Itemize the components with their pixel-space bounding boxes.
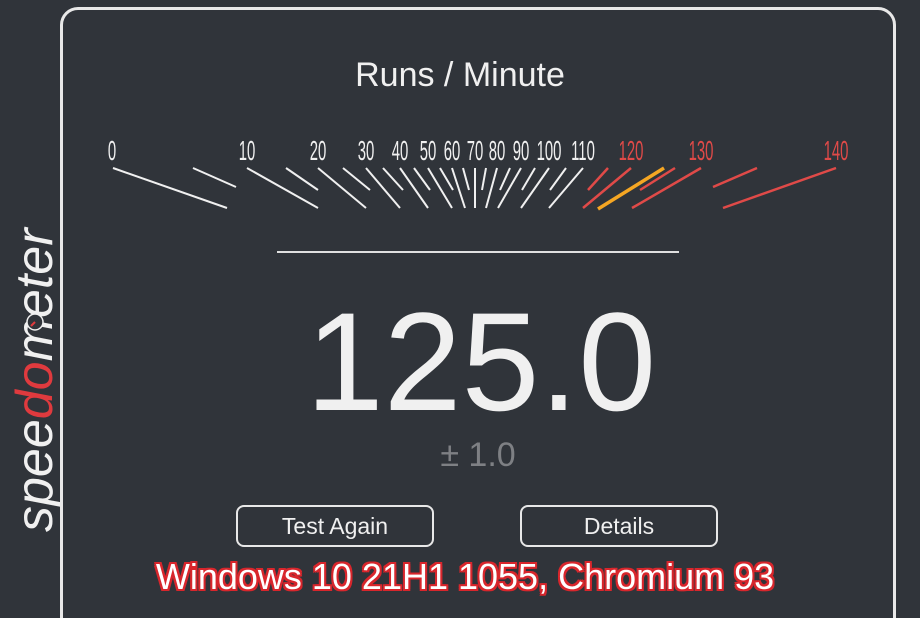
gauge-needle	[597, 166, 665, 211]
gauge-tick-label: 80	[489, 135, 506, 166]
gauge-tick	[317, 167, 367, 209]
svg-text:speedometer: speedometer	[6, 226, 60, 532]
gauge-danger-tick	[587, 167, 609, 191]
gauge-tick-label: 60	[444, 135, 461, 166]
gauge-tick	[549, 167, 567, 191]
gauge-tick-label: 30	[358, 135, 375, 166]
speedometer-logo: speedometer	[0, 0, 60, 618]
gauge-tick	[548, 167, 584, 209]
gauge-tick-label: 50	[420, 135, 437, 166]
gauge-danger-tick	[639, 166, 676, 192]
gauge-tick-label: 70	[467, 135, 484, 166]
gauge-tick	[462, 167, 470, 191]
logo-text-prefix: spee	[6, 419, 60, 532]
gauge-tick-label: 120	[619, 135, 644, 166]
gauge-tick	[451, 167, 466, 209]
gauge-tick-label: 100	[537, 135, 562, 166]
gauge-tick	[481, 167, 487, 191]
gauge-tick	[112, 167, 228, 209]
gauge-tick-label: 90	[513, 135, 530, 166]
gauge-tick	[365, 167, 401, 209]
gauge-tick	[413, 167, 431, 191]
logo-graphic: speedometer	[6, 226, 60, 532]
gauge-tick-label: 10	[239, 135, 256, 166]
score-value: 125.0	[305, 283, 657, 440]
gauge-tick	[382, 167, 404, 191]
gauge-danger-tick	[631, 166, 702, 210]
speed-gauge: 0 10 20 30 40 50 60 70 80 90 100 110 120 130 140	[108, 135, 849, 211]
gauge-tick-label: 140	[824, 135, 849, 166]
logo-text-suffix: meter	[6, 226, 60, 362]
speedometer-icon	[26, 313, 44, 331]
gauge-tick-label: 110	[571, 135, 595, 166]
gauge-tick-label: 0	[108, 135, 116, 166]
gauge-tick	[520, 167, 550, 209]
gauge-tick	[246, 167, 319, 209]
gauge-tick	[499, 167, 511, 191]
gauge-tick-label: 40	[392, 135, 409, 166]
system-caption: Windows 10 21H1 1055, Chromium 93	[155, 556, 775, 597]
gauge-tick	[192, 167, 237, 188]
gauge-tick	[285, 167, 319, 191]
gauge-tick	[399, 167, 429, 209]
gauge-tick-label: 20	[310, 135, 327, 166]
results-panel	[60, 7, 896, 618]
logo-text-highlight: do	[6, 361, 60, 419]
gauge-tick	[439, 167, 454, 191]
gauge-divider	[277, 251, 679, 253]
gauge-tick	[485, 167, 498, 209]
gauge-tick	[427, 167, 453, 209]
gauge-danger-tick	[712, 166, 758, 189]
gauge-tick	[521, 167, 536, 191]
details-button[interactable]: Details	[520, 505, 718, 547]
gauge-danger-tick	[582, 167, 632, 209]
gauge-title: Runs / Minute	[355, 56, 565, 94]
gauge-tick	[497, 167, 522, 209]
test-again-button[interactable]: Test Again	[236, 505, 434, 547]
gauge-tick-label: 130	[689, 135, 714, 166]
gauge-tick	[342, 167, 371, 191]
gauge-danger-tick	[722, 166, 837, 210]
score-deviation: ± 1.0	[440, 436, 516, 474]
